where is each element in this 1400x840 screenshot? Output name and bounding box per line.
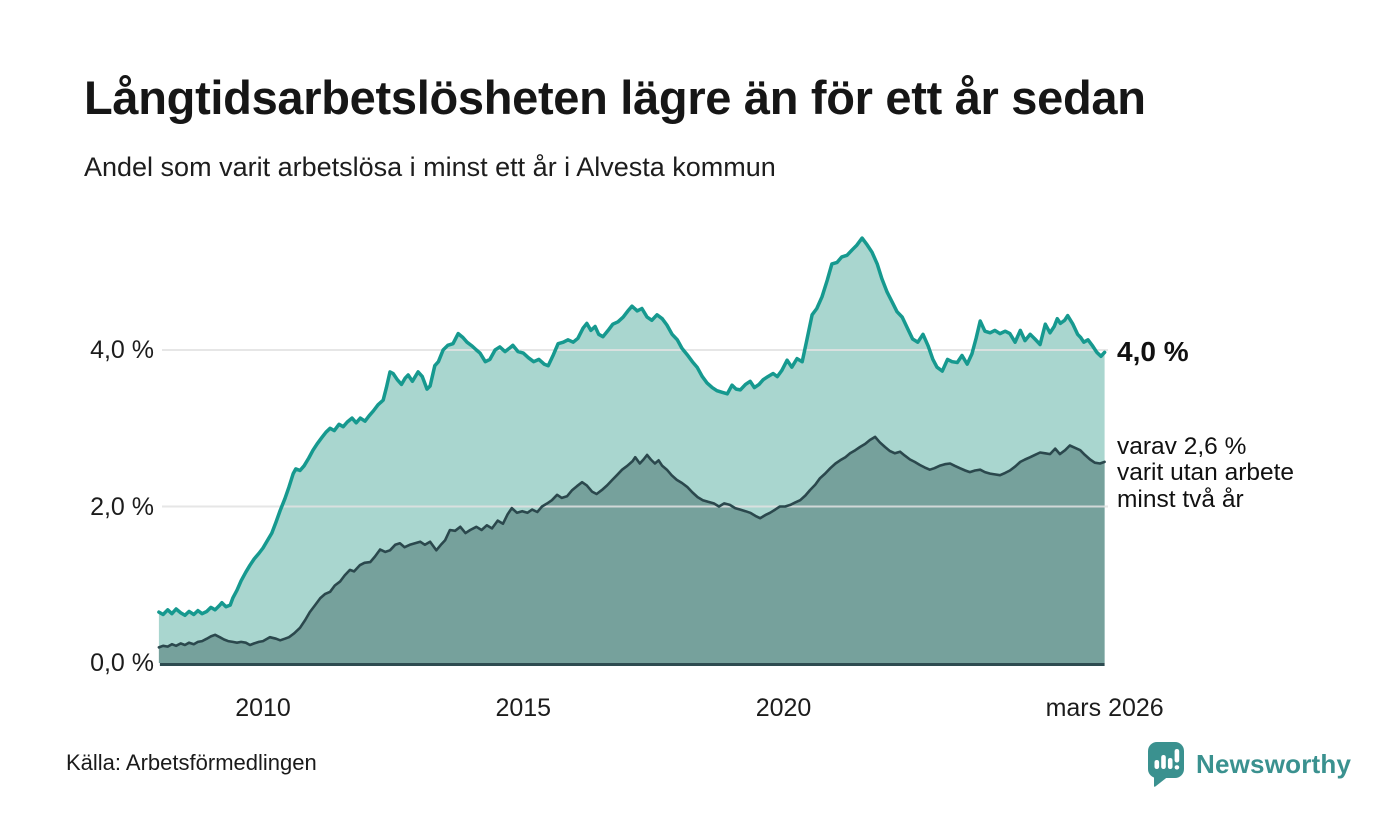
line-min-one-year: [157, 236, 1107, 618]
series-end-value-label: 4,0 %: [1117, 336, 1189, 368]
y-tick-0: 0,0 %: [90, 649, 154, 677]
brand-text: Newsworthy: [1196, 748, 1352, 779]
page-title: Långtidsarbetslösheten lägre än för ett …: [84, 71, 1146, 124]
annotation-line-2: varit utan arbete: [1117, 459, 1295, 487]
x-tick-2015: 2015: [495, 694, 552, 722]
brand-lockup: Newsworthy: [1146, 740, 1351, 788]
x-tick-2010: 2010: [235, 694, 291, 722]
y-tick-2: 2,0 %: [90, 492, 154, 521]
newsworthy-logo-icon: [1148, 742, 1184, 787]
x-tick-mars-2026: mars 2026: [1045, 694, 1164, 722]
line-min-two-years: [157, 435, 1106, 649]
series-secondary-annotation: varav 2,6 % varit utan arbete minst två …: [1117, 432, 1295, 514]
source-note: Källa: Arbetsförmedlingen: [66, 750, 317, 775]
chart-subtitle: Andel som varit arbetslösa i minst ett å…: [84, 152, 776, 182]
y-tick-4: 4,0 %: [90, 336, 154, 364]
annotation-line-3: minst två år: [1117, 485, 1244, 513]
area-min-two-years: [158, 436, 1105, 663]
x-tick-2020: 2020: [755, 694, 812, 722]
annotation-line-1: varav 2,6 %: [1117, 432, 1247, 460]
